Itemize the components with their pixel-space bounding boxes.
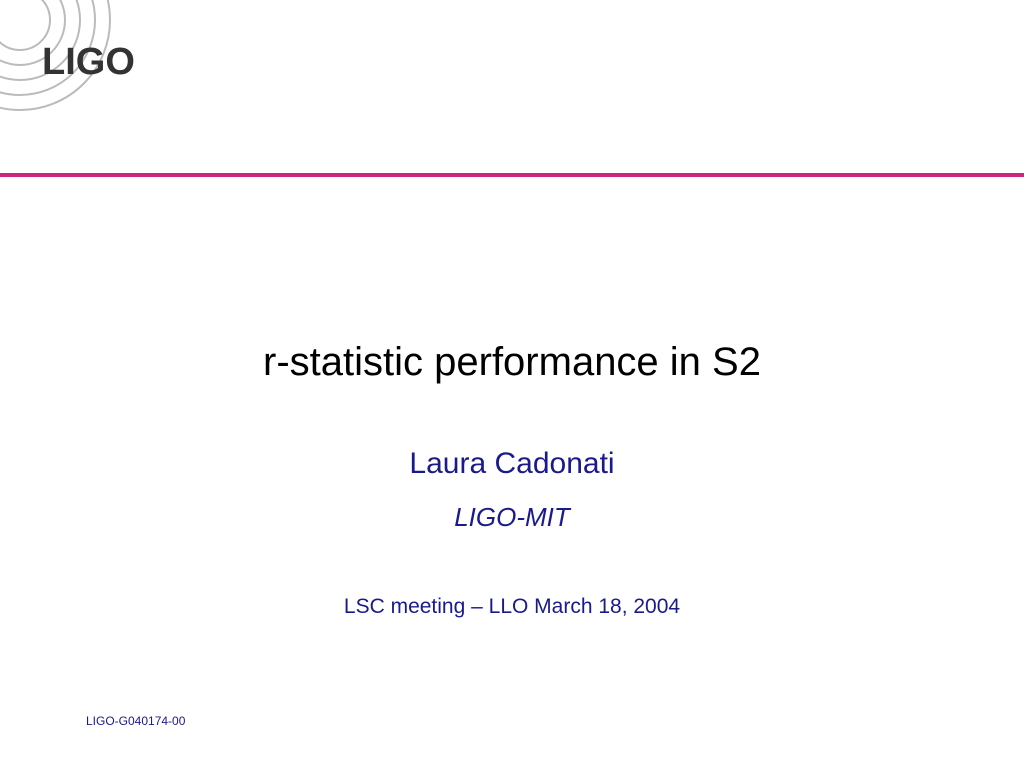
author: Laura Cadonati xyxy=(409,447,615,480)
event: LSC meeting – LLO March 18, 2004 xyxy=(343,595,681,618)
logo: LIGO xyxy=(42,41,135,83)
footer: LIGO-G040174-00 xyxy=(86,714,186,728)
affiliation: LIGO-MIT xyxy=(454,502,570,532)
header-graphics: LIGO xyxy=(0,0,1024,177)
logo-arcs xyxy=(0,0,111,111)
title: r-statistic performance in S2 xyxy=(263,340,761,384)
